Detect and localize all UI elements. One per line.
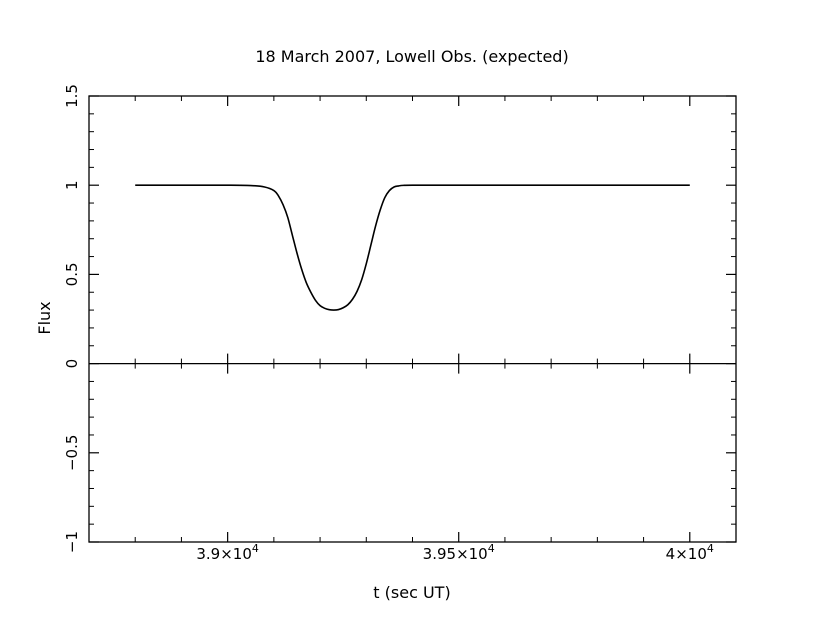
x-axis-ticks: 3.9×104 3.95×104 4×104	[196, 96, 714, 563]
y-tick-label: −0.5	[63, 435, 81, 471]
x-axis-label: t (sec UT)	[373, 583, 450, 602]
x-tick-label: 4×104	[666, 542, 714, 563]
plot-frame	[88, 95, 737, 543]
y-tick-label: −1	[63, 531, 81, 553]
x-tick-label: 3.95×104	[423, 542, 495, 563]
y-axis-label: Flux	[35, 301, 54, 334]
x-tick-label: 3.9×104	[196, 542, 259, 563]
y-tick-label: 1	[63, 180, 81, 190]
flux-series-line	[135, 184, 690, 311]
y-axis-ticks: −1 −0.5 0 0.5 1 1.5	[63, 84, 736, 553]
y-tick-label: 0	[63, 359, 81, 369]
y-tick-label: 0.5	[63, 262, 81, 286]
y-minor-ticks	[89, 113, 736, 525]
x-minor-ticks	[88, 96, 737, 542]
chart-title: 18 March 2007, Lowell Obs. (expected)	[255, 47, 568, 66]
y-tick-label: 1.5	[63, 84, 81, 108]
